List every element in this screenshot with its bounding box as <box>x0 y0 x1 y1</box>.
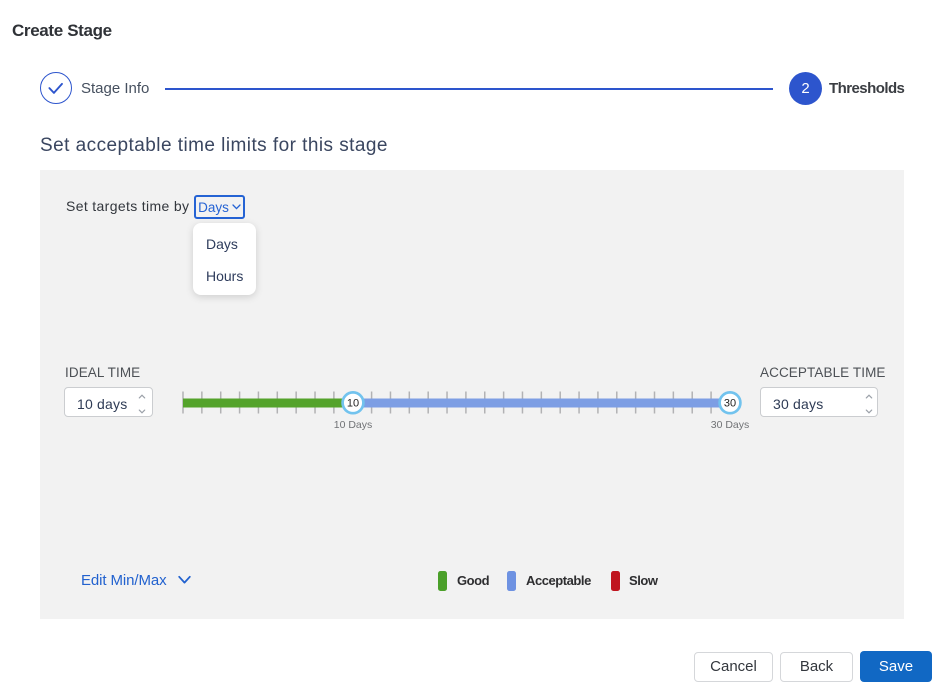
svg-text:10 Days: 10 Days <box>334 419 373 431</box>
svg-text:30 Days: 30 Days <box>711 419 750 431</box>
svg-text:10: 10 <box>347 398 359 410</box>
svg-text:30: 30 <box>724 398 736 410</box>
